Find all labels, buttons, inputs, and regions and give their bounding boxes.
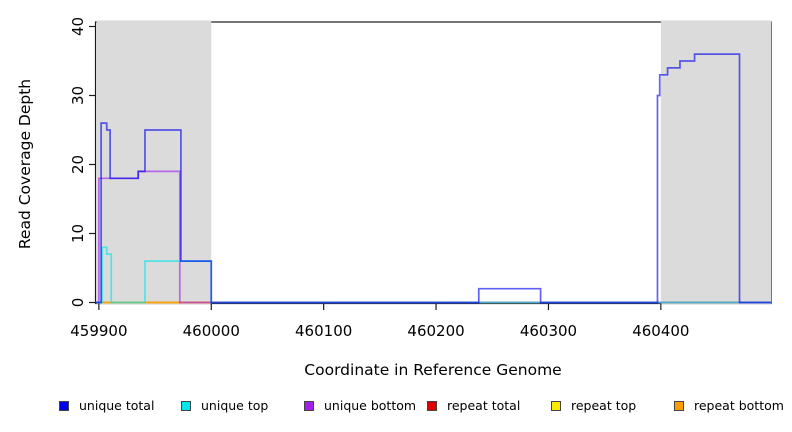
legend-label: repeat total: [447, 398, 521, 413]
legend-item-unique-bottom: unique bottom: [304, 398, 416, 414]
legend-item-repeat-total: repeat total: [427, 398, 520, 414]
legend-item-repeat-top: repeat top: [551, 398, 636, 414]
x-tick-label: 460200: [407, 322, 464, 340]
legend: unique total unique top unique bottom repea…: [0, 398, 792, 418]
x-tick-label: 460000: [183, 322, 240, 340]
y-axis-title: Read Coverage Depth: [16, 78, 34, 250]
y-tick-label: 40: [69, 17, 87, 36]
legend-swatch-icon: [674, 401, 684, 411]
series-unique-total-line: [95, 53, 771, 304]
plot-area: 459900 460000 460100 460200 460300 460400 0 10 2…: [69, 17, 772, 340]
legend-label: repeat bottom: [694, 398, 784, 413]
shaded-region-1: [96, 20, 212, 304]
y-tick-label: 30: [69, 86, 87, 105]
legend-label: unique total: [79, 398, 155, 413]
y-tick-label: 0: [69, 298, 87, 308]
legend-swatch-icon: [304, 401, 314, 411]
legend-swatch-icon: [181, 401, 191, 411]
legend-item-repeat-bottom: repeat bottom: [674, 398, 784, 414]
legend-swatch-icon: [551, 401, 561, 411]
y-tick-label: 10: [69, 224, 87, 243]
legend-item-unique-total: unique total: [59, 398, 154, 414]
legend-label: repeat top: [571, 398, 637, 413]
x-tick-label: 460300: [520, 322, 577, 340]
x-axis-title: Coordinate in Reference Genome: [304, 361, 562, 379]
legend-swatch-icon: [59, 401, 69, 411]
legend-item-unique-top: unique top: [181, 398, 268, 414]
legend-label: unique bottom: [324, 398, 417, 413]
legend-label: unique top: [201, 398, 269, 413]
x-tick-label: 459900: [70, 322, 127, 340]
y-tick-label: 20: [69, 155, 87, 174]
shaded-region-2: [660, 20, 771, 304]
x-tick-label: 460100: [295, 322, 352, 340]
legend-swatch-icon: [427, 401, 437, 411]
x-tick-label: 460400: [632, 322, 689, 340]
